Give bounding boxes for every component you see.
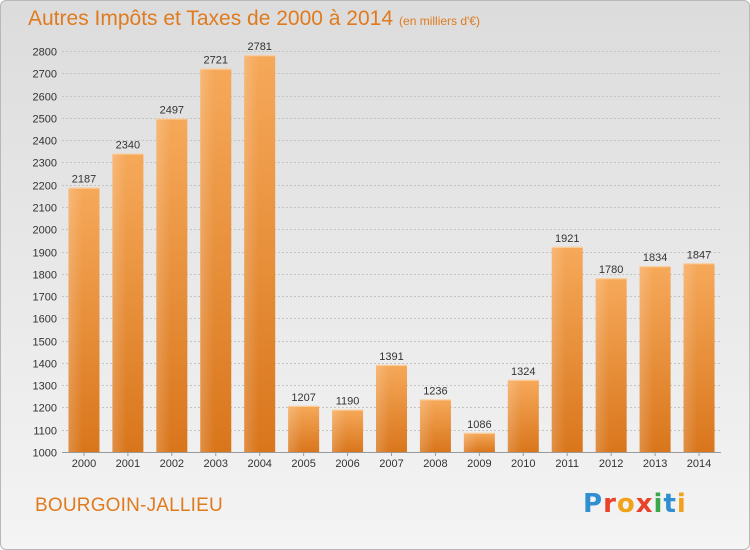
data-label: 1207 (291, 392, 315, 404)
data-label: 2187 (72, 174, 96, 186)
x-tick-label: 2013 (643, 458, 667, 470)
bar-highlight (419, 399, 434, 452)
bar-highlight (288, 405, 303, 452)
bar-highlight (551, 246, 566, 452)
data-label: 1780 (599, 264, 623, 276)
bar-highlight (376, 364, 390, 452)
y-tick-label: 1700 (33, 292, 57, 304)
data-label: 2781 (247, 41, 271, 53)
bar-highlight (639, 266, 654, 452)
data-label: 1847 (687, 249, 711, 261)
y-tick-label: 1300 (33, 381, 57, 393)
x-tick-label: 2002 (160, 458, 184, 470)
y-tick-label: 1400 (33, 359, 57, 371)
x-tick-label: 2012 (599, 458, 623, 470)
y-tick-label: 2600 (33, 92, 57, 104)
proxiti-logo: Proxiti (583, 489, 687, 519)
y-tick-label: 2700 (33, 69, 57, 81)
y-tick-label: 2100 (33, 203, 57, 215)
bar-highlight (507, 379, 522, 452)
bar-highlight (156, 118, 171, 453)
bar-highlight (332, 409, 347, 452)
y-tick-label: 1600 (33, 314, 57, 326)
y-tick-label: 2300 (33, 158, 57, 170)
x-tick-label: 2010 (511, 458, 535, 470)
data-label: 1834 (643, 252, 667, 264)
data-label: 2340 (116, 139, 140, 151)
bar-highlight (244, 55, 259, 452)
bar-highlight (68, 187, 83, 452)
chart-title-text: Autres Impôts et Taxes de 2000 à 2014 (28, 7, 394, 30)
x-tick-label: 2014 (687, 458, 711, 470)
bar-highlight (200, 68, 215, 453)
x-tick-label: 2000 (72, 458, 96, 470)
y-tick-label: 1200 (33, 403, 57, 415)
y-axis: 1000 1100 1200 1300 1400 1500 1600 1700 1800 1900… (33, 47, 57, 460)
x-tick-label: 2001 (116, 458, 140, 470)
x-tick-label: 2011 (555, 458, 579, 470)
x-axis: 2000 2001 2002 2003 2004 2005 2006 2007 2008 2009… (72, 452, 711, 470)
y-tick-label: 2500 (33, 114, 57, 126)
data-label: 1086 (467, 419, 491, 431)
bar-highlight (683, 263, 698, 452)
x-tick-label: 2007 (379, 458, 403, 470)
data-label: 2721 (204, 55, 228, 67)
x-tick-label: 2005 (291, 458, 315, 470)
data-label: 1921 (555, 233, 579, 245)
data-label: 2497 (160, 105, 184, 117)
y-tick-label: 2000 (33, 225, 57, 237)
y-tick-label: 1900 (33, 248, 57, 260)
x-tick-label: 2004 (247, 458, 271, 470)
data-label: 1391 (379, 351, 403, 363)
chart-subtitle: (en milliers d'€) (399, 14, 481, 28)
bars: 2187 2340 2497 2721 2781 1207 1190 1391 1236 1086… (68, 41, 715, 453)
data-label: 1324 (511, 366, 535, 378)
y-tick-label: 2400 (33, 136, 57, 148)
y-tick-label: 2200 (33, 181, 57, 193)
data-label: 1190 (336, 396, 360, 408)
y-tick-label: 1500 (33, 337, 57, 349)
x-tick-label: 2009 (467, 458, 491, 470)
chart-title: Autres Impôts et Taxes de 2000 à 2014 (en… (28, 7, 480, 31)
y-tick-label: 1100 (33, 426, 57, 438)
bar-highlight (463, 432, 478, 452)
bar-highlight (595, 278, 610, 452)
y-tick-label: 1000 (33, 448, 57, 460)
bar-highlight (112, 153, 127, 452)
x-tick-label: 2006 (335, 458, 359, 470)
x-tick-label: 2003 (204, 458, 228, 470)
y-tick-label: 2800 (33, 47, 57, 59)
data-label: 1236 (423, 385, 447, 397)
town-name: BOURGOIN-JALLIEU (35, 495, 223, 516)
y-tick-label: 1800 (33, 270, 57, 282)
x-tick-label: 2008 (423, 458, 447, 470)
